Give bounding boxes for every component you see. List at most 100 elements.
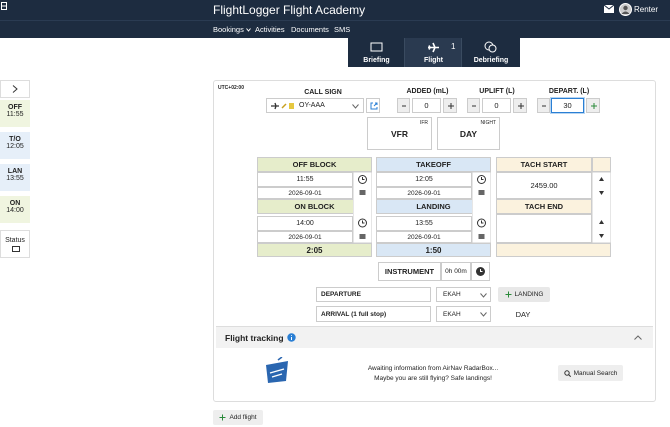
plus-icon [505, 291, 512, 298]
add-landing-button[interactable]: LANDING [498, 287, 550, 302]
dropdown-caret [245, 28, 251, 32]
nav-link[interactable]: SMS [334, 25, 351, 34]
sidebar-label: LAN [7, 168, 23, 175]
plus-icon [591, 103, 597, 109]
time-of-day-toggle[interactable]: DAY NIGHT [437, 117, 500, 150]
nav-link[interactable]: Bookings [213, 25, 251, 34]
time-input[interactable]: 13:55 [376, 216, 472, 231]
sidebar-time: 11:55 [6, 111, 24, 118]
tach-start-input[interactable]: 2459.00 [496, 172, 592, 199]
time-input[interactable]: 12:05 [376, 172, 472, 187]
navbar-divider [0, 20, 670, 21]
air-total: 1:50 [376, 243, 491, 257]
tab-icon [370, 42, 383, 52]
nav-link[interactable]: Activities [255, 25, 285, 34]
button-text: Manual Search [573, 369, 618, 377]
sidebar-label: T/O [9, 136, 21, 143]
arrival-time-of-day: DAY [515, 309, 531, 319]
button-text: Add flight [229, 414, 257, 421]
clock-calendar-icons [472, 172, 491, 243]
caret [480, 312, 487, 317]
decrement-button[interactable] [537, 98, 550, 113]
app-title: FlightLogger Flight Academy [213, 3, 366, 17]
field-label: ADDED (mL) [406, 88, 449, 95]
mail-icon[interactable] [604, 5, 614, 13]
field-label: DEPART. (L) [548, 88, 590, 95]
sidebar-label: Status [5, 237, 25, 244]
clock-calendar-icons [353, 172, 372, 243]
date-input[interactable]: 2026-09-01 [257, 187, 353, 199]
sidebar-label: ON [9, 200, 21, 207]
date-input[interactable]: 2026-09-01 [376, 231, 472, 243]
avatar[interactable] [619, 3, 632, 16]
field-label: CALL SIGN [304, 89, 342, 96]
call-sign-select[interactable]: OY-AAA [266, 98, 364, 113]
chevron-right [12, 85, 18, 93]
tab-active[interactable]: 1 Flight [405, 38, 462, 67]
decrement-button[interactable] [467, 98, 480, 113]
tab-badge: 1 [451, 42, 456, 51]
toggle-tag: IFR [419, 120, 428, 126]
takeoff-header: TAKEOFF [376, 157, 491, 172]
add-flight-button[interactable]: Add flight [213, 410, 263, 425]
flight-card [213, 80, 656, 402]
collapse-chevron[interactable] [634, 335, 642, 340]
time-input[interactable]: 11:55 [257, 172, 353, 187]
external-link-icon [370, 102, 378, 110]
sidebar-item[interactable]: T/O 12:05 [0, 132, 30, 159]
tab[interactable]: Debriefing [462, 38, 520, 67]
caret [480, 293, 487, 298]
time-input[interactable]: 14:00 [257, 216, 353, 231]
aircraft-icons [271, 102, 294, 110]
sidebar-item[interactable]: OFF 11:55 [0, 100, 30, 127]
plus-icon [448, 103, 454, 109]
tracking-title: Flight tracking [225, 333, 284, 343]
uplift-input[interactable]: 0 [482, 98, 511, 113]
decrement-button[interactable] [397, 98, 410, 113]
increment-button[interactable] [443, 98, 457, 113]
tach-footer [496, 243, 611, 257]
info-icon[interactable] [287, 333, 296, 342]
arrival-airport-select[interactable]: EKAH [436, 306, 491, 322]
nav-link[interactable]: Documents [291, 25, 329, 34]
added-input[interactable]: 0 [412, 98, 441, 113]
tracking-header[interactable]: Flight tracking [216, 326, 653, 348]
depart-input[interactable]: 30 [550, 97, 585, 114]
tach-end-input[interactable] [496, 214, 592, 243]
instrument-input[interactable]: 0h 00m [441, 262, 471, 281]
tab-icon [484, 41, 497, 53]
toggle-value: VFR [391, 128, 408, 139]
tab[interactable]: Briefing [348, 38, 405, 67]
instrument-label: INSTRUMENT [378, 262, 441, 281]
search-icon [563, 369, 571, 377]
date-input[interactable]: 2026-09-01 [257, 231, 353, 243]
field-label: UPLIFT (L) [479, 88, 515, 95]
tach-end-header: TACH END [496, 199, 592, 214]
sidebar-time: 13:55 [6, 175, 24, 182]
manual-search-button[interactable]: Manual Search [558, 365, 623, 381]
minus-icon [472, 105, 476, 107]
increment-button[interactable] [586, 98, 600, 113]
spinner-arrows[interactable] [592, 172, 611, 243]
tracking-message: Awaiting information from AirNav RadarBo… [367, 365, 499, 372]
plus-icon [518, 103, 524, 109]
header-filler [592, 157, 611, 172]
flight-rules-toggle[interactable]: VFR IFR [367, 117, 432, 150]
departure-airport-select[interactable]: EKAH [436, 287, 491, 302]
open-aircraft-button[interactable] [366, 98, 380, 113]
clock-button[interactable] [471, 262, 490, 281]
user-name[interactable]: Renter [634, 5, 659, 14]
sidebar-status[interactable]: Status [0, 230, 30, 258]
sidebar-label: OFF [8, 104, 22, 111]
caret [352, 104, 359, 109]
departure-label: DEPARTURE [316, 287, 431, 302]
button-text: LANDING [514, 291, 544, 298]
menu-icon[interactable] [1, 2, 7, 10]
date-input[interactable]: 2026-09-01 [376, 187, 472, 199]
increment-button[interactable] [513, 98, 527, 113]
sidebar-item[interactable]: ON 14:00 [0, 196, 30, 223]
sidebar-time: 14:00 [6, 207, 24, 214]
sidebar-toggle[interactable] [0, 80, 30, 98]
sidebar-item[interactable]: LAN 13:55 [0, 164, 30, 191]
